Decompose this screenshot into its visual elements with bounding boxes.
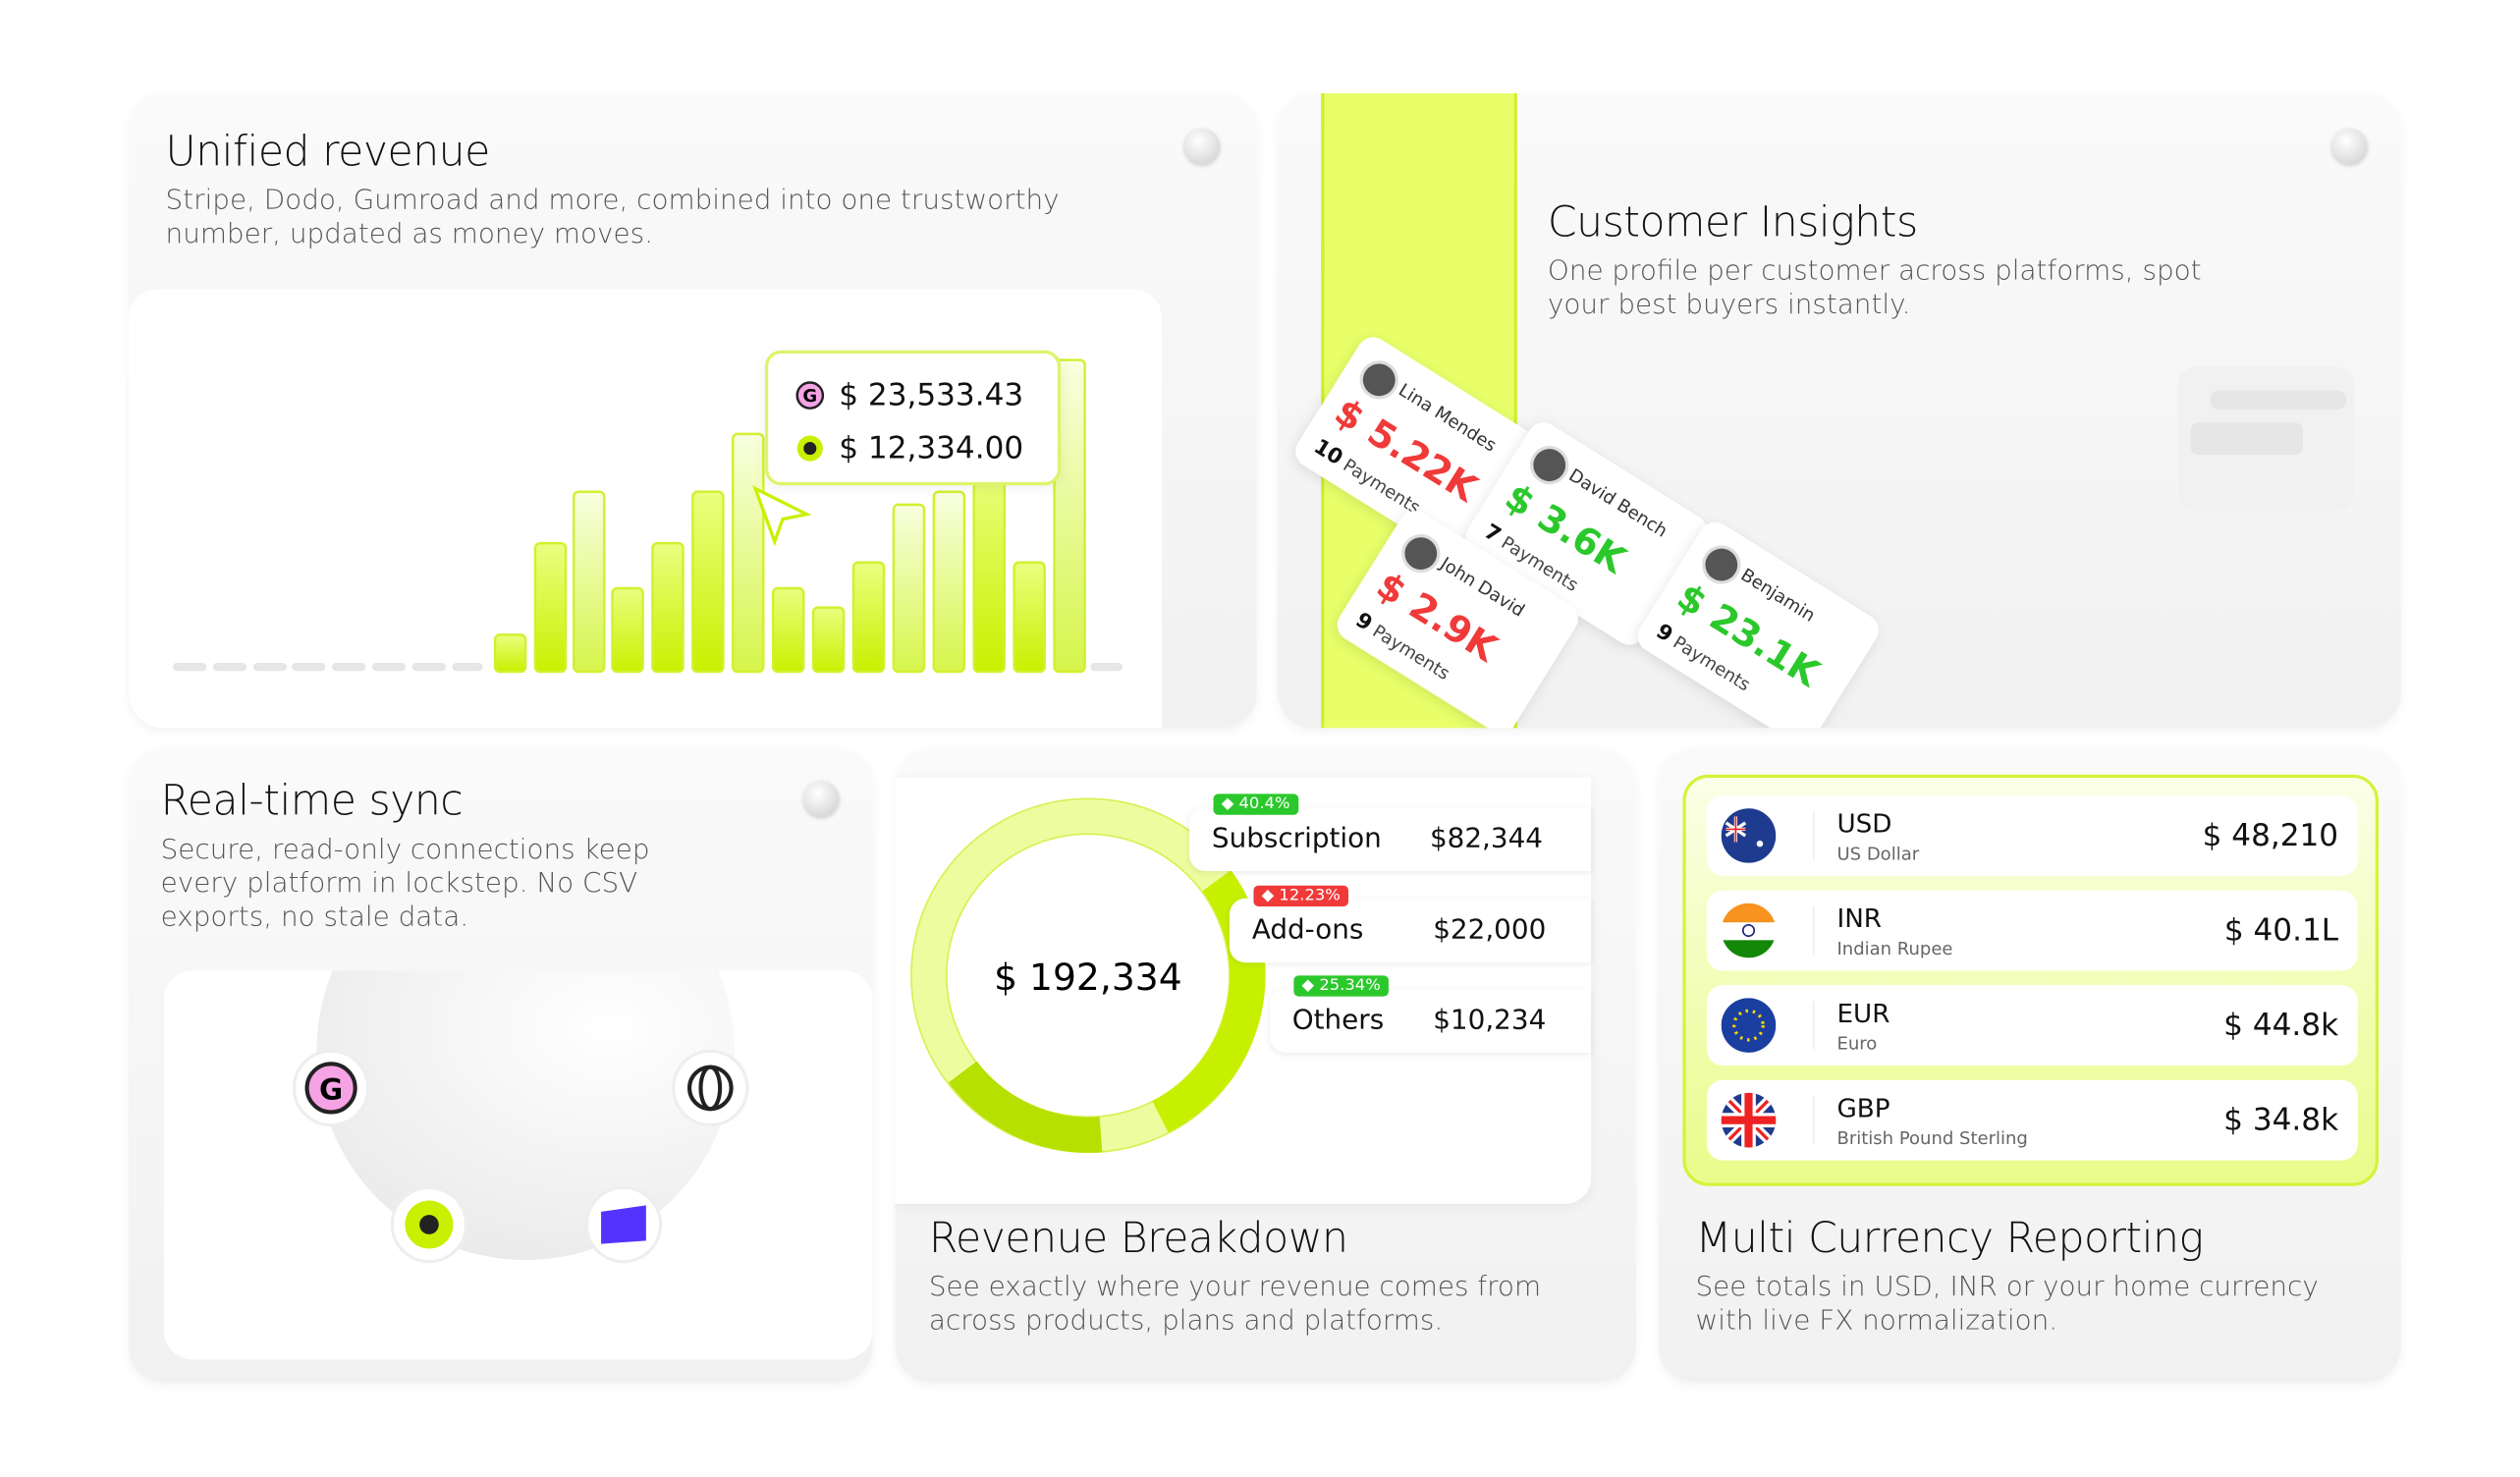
currency-amount: $ 40.1L <box>2223 912 2339 949</box>
breakdown-row: Others $10,234 <box>1269 988 1592 1053</box>
ghost-line <box>2210 390 2347 410</box>
currency-amount: $ 48,210 <box>2202 817 2339 853</box>
tooltip: G $ 23,533.43 $ 12,334.00 <box>764 350 1062 486</box>
card-description: See exactly where your revenue comes fro… <box>928 1271 1542 1338</box>
currency-name: US Dollar <box>1836 844 1920 865</box>
flag <box>1721 1092 1777 1148</box>
card-description: Stripe, Dodo, Gumroad and more, combined… <box>165 185 1060 251</box>
row-amount: $82,344 <box>1429 822 1544 855</box>
currency-code: INR <box>1836 903 1883 934</box>
divider <box>1812 1001 1815 1050</box>
currency-row: USD US Dollar $ 48,210 <box>1706 795 2358 876</box>
currency-code: USD <box>1836 808 1892 840</box>
insights-card: Customer Insights One profile per custom… <box>1278 92 2401 729</box>
change-badge: ◆ 12.23% <box>1253 885 1349 906</box>
card-title: Revenue Breakdown <box>928 1215 1348 1264</box>
svg-text:G: G <box>802 386 817 407</box>
unified-card: Unified revenue Stripe, Dodo, Gumroad an… <box>128 92 1257 729</box>
flag <box>1721 998 1777 1053</box>
currency-row: INR Indian Rupee $ 40.1L <box>1706 890 2358 971</box>
card-title: Customer Insights <box>1547 198 1918 248</box>
payments-count: 10 <box>1308 435 1347 471</box>
sync-diagram: G <box>292 970 749 1264</box>
indicator <box>2331 128 2368 164</box>
indicator <box>803 781 840 817</box>
breakdown-row: Subscription $82,344 <box>1188 806 1592 871</box>
row-amount: $10,234 <box>1433 1004 1547 1037</box>
gumroad-icon: G <box>795 381 825 410</box>
change-badge: ◆ 25.34% <box>1293 975 1389 997</box>
currency-code: GBP <box>1836 1092 1890 1123</box>
dodo-icon <box>796 435 823 462</box>
divider <box>1812 1096 1815 1145</box>
breakdown-row: Add-ons $22,000 <box>1229 898 1592 963</box>
currency-name: British Pound Sterling <box>1836 1127 2028 1150</box>
bar-illustration <box>172 358 1123 674</box>
donut-total: $ 192,334 <box>994 956 1181 999</box>
currency-name: Indian Rupee <box>1836 938 1953 959</box>
card-title: Unified revenue <box>165 128 491 178</box>
card-title: Multi Currency Reporting <box>1695 1215 2204 1264</box>
divider <box>1812 811 1815 860</box>
change-badge: ◆ 40.4% <box>1213 793 1298 815</box>
card-description: One profile per customer across platform… <box>1547 255 2202 322</box>
svg-text:G: G <box>319 1072 343 1106</box>
row-name: Add-ons <box>1251 914 1364 947</box>
breakdown-card: $ 192,334 Subscription $82,344 ◆ 40.4% Add-… <box>895 748 1636 1383</box>
card-description: See totals in USD, INR or your home curr… <box>1695 1271 2319 1338</box>
change-value: 12.23% <box>1279 887 1341 905</box>
card-title: Real-time sync <box>160 778 464 827</box>
currency-amount: $ 34.8k <box>2223 1102 2339 1138</box>
sync-panel: G <box>163 970 873 1360</box>
currency-amount: $ 44.8k <box>2223 1008 2339 1044</box>
divider <box>1812 905 1815 956</box>
currency-card: USD US Dollar $ 48,210 INR Indian Rupee $ 40.… <box>1658 748 2401 1383</box>
flag <box>1721 808 1777 863</box>
flag <box>1721 903 1777 958</box>
currency-row: GBP British Pound Sterling $ 34.8k <box>1706 1079 2358 1161</box>
row-name: Subscription <box>1211 822 1382 855</box>
currency-name: Euro <box>1836 1033 1878 1055</box>
currency-code: EUR <box>1836 998 1890 1029</box>
currency-row: EUR Euro $ 44.8k <box>1706 985 2358 1066</box>
card-description: Secure, read-only connections keep every… <box>160 834 650 934</box>
row-amount: $22,000 <box>1433 914 1547 947</box>
tooltip-value: $ 12,334.00 <box>839 430 1024 466</box>
change-value: 25.34% <box>1319 976 1381 995</box>
tooltip-value: $ 23,533.43 <box>839 377 1024 413</box>
ghost-line <box>2190 422 2304 456</box>
change-value: 40.4% <box>1238 795 1290 814</box>
currency-panel: USD US Dollar $ 48,210 INR Indian Rupee $ 40.… <box>1682 774 2379 1186</box>
sync-card: Real-time sync Secure, read-only connect… <box>128 748 873 1383</box>
row-name: Others <box>1291 1004 1385 1037</box>
indicator <box>1184 128 1221 164</box>
